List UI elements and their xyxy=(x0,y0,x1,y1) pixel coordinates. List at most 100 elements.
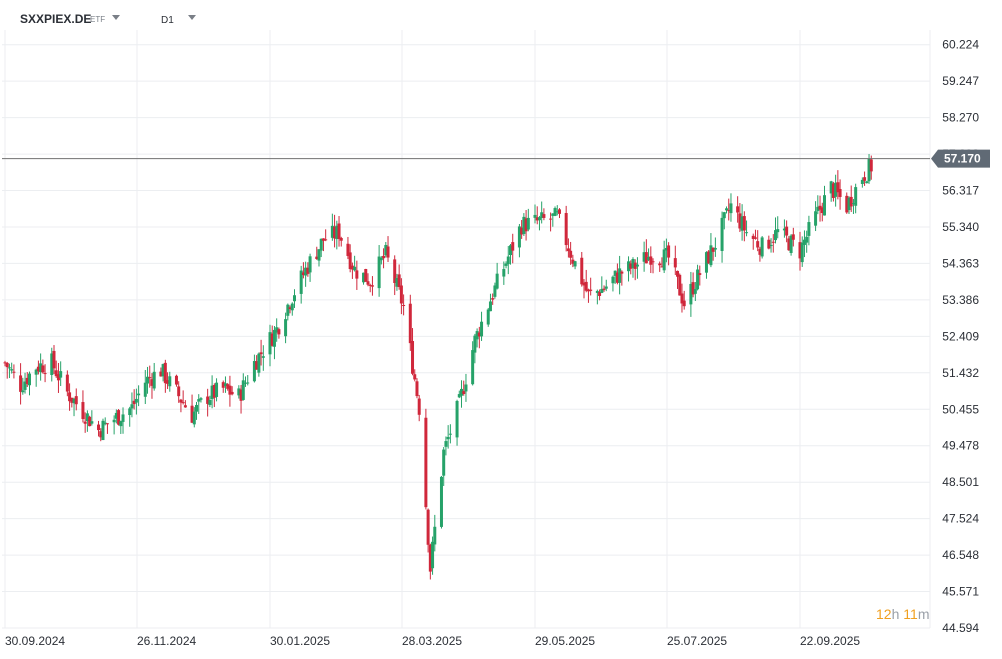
candle-body xyxy=(195,404,199,412)
candle-body xyxy=(511,242,515,251)
candle-body xyxy=(464,384,468,392)
candle-body xyxy=(275,327,279,333)
candle-body xyxy=(851,203,855,205)
candle-body xyxy=(148,377,152,379)
candle-body xyxy=(439,476,443,527)
candle-body xyxy=(753,237,757,239)
candle-body xyxy=(161,364,165,377)
candle-body xyxy=(261,356,265,358)
candle-body xyxy=(199,398,203,400)
candle-body xyxy=(364,269,368,282)
candle-body xyxy=(415,381,419,397)
candle-body xyxy=(304,267,308,276)
candle-body xyxy=(651,261,655,263)
candle-body xyxy=(455,400,459,438)
y-tick-label: 59.247 xyxy=(942,74,979,88)
candle-body xyxy=(146,376,150,384)
candle-body xyxy=(181,402,185,404)
candle-body xyxy=(333,226,337,239)
candle-body xyxy=(814,211,818,226)
candle-body xyxy=(353,266,357,271)
candle-body xyxy=(90,421,94,424)
candle-body xyxy=(241,380,245,400)
candle-body xyxy=(740,216,744,231)
candle-body xyxy=(23,381,27,390)
symbol-chevron-down-icon[interactable] xyxy=(112,15,120,20)
candle-body xyxy=(114,412,118,419)
candle-body xyxy=(522,216,526,234)
candle-body xyxy=(337,223,341,239)
candle-body xyxy=(480,321,484,337)
candle-body xyxy=(678,274,682,296)
candle-body xyxy=(776,229,780,233)
candle-body xyxy=(662,249,666,271)
y-tick-label: 52.409 xyxy=(942,329,979,343)
candle-body xyxy=(615,272,619,283)
candle-body xyxy=(150,379,154,386)
candle-body xyxy=(589,289,593,291)
countdown-minutes-unit: m xyxy=(917,606,930,622)
candle-body xyxy=(807,222,811,236)
candle-body xyxy=(72,398,76,404)
candle-body xyxy=(869,159,873,172)
interval-selector[interactable]: D1 xyxy=(161,15,174,26)
candle-body xyxy=(290,303,294,311)
candle-body xyxy=(348,252,352,270)
candle-body xyxy=(395,277,399,287)
candle-body xyxy=(366,281,370,285)
candle-body xyxy=(693,289,697,294)
candle-body xyxy=(613,270,617,276)
chart-grid xyxy=(2,30,931,629)
candle-body xyxy=(255,361,259,370)
candle-body xyxy=(286,304,290,316)
candle-body xyxy=(268,332,272,355)
candle-body xyxy=(629,263,633,269)
candle-body xyxy=(83,421,87,424)
candle-body xyxy=(586,289,590,292)
candle-body xyxy=(12,371,16,373)
candle-body xyxy=(736,206,740,213)
candle-body xyxy=(244,382,248,384)
candle-body xyxy=(491,298,495,300)
candle-body xyxy=(384,244,388,256)
candle-body xyxy=(99,431,103,438)
candle-body xyxy=(725,208,729,211)
x-tick-label: 29.05.2025 xyxy=(535,634,595,648)
candle-body xyxy=(517,226,521,248)
candle-body xyxy=(642,252,646,262)
candle-body xyxy=(758,248,762,255)
candle-countdown: 12h 11m xyxy=(876,606,929,622)
candle-body xyxy=(408,303,412,344)
candle-body xyxy=(317,249,321,261)
candle-body xyxy=(442,449,446,476)
candle-body xyxy=(270,333,274,346)
candle-body xyxy=(288,307,292,310)
candle-body xyxy=(379,257,383,261)
interval-chevron-down-icon[interactable] xyxy=(188,15,196,20)
candle-body xyxy=(785,226,789,236)
candle-body xyxy=(571,259,575,264)
candle-body xyxy=(520,227,524,235)
candle-body xyxy=(573,261,577,267)
symbol-name[interactable]: SXXPIEX.DE xyxy=(20,12,92,26)
candle-body xyxy=(112,419,116,423)
candle-body xyxy=(582,282,586,286)
candle-body xyxy=(39,363,43,373)
candle-body xyxy=(691,282,695,295)
candle-body xyxy=(644,252,648,264)
candle-body xyxy=(128,408,132,416)
x-tick-label: 22.09.2025 xyxy=(800,634,860,648)
candle-body xyxy=(673,258,677,268)
candle-body xyxy=(143,382,147,397)
candle-body xyxy=(21,390,25,393)
y-tick-label: 46.548 xyxy=(942,548,979,562)
candle-body xyxy=(798,242,802,259)
candle-body xyxy=(631,259,635,268)
chart-toolbar: SXXPIEX.DE ETF D1 xyxy=(0,0,1002,34)
candle-body xyxy=(767,239,771,249)
candle-body xyxy=(319,238,323,251)
candle-body xyxy=(183,405,187,408)
candle-body xyxy=(192,411,196,425)
candle-body xyxy=(822,195,826,216)
